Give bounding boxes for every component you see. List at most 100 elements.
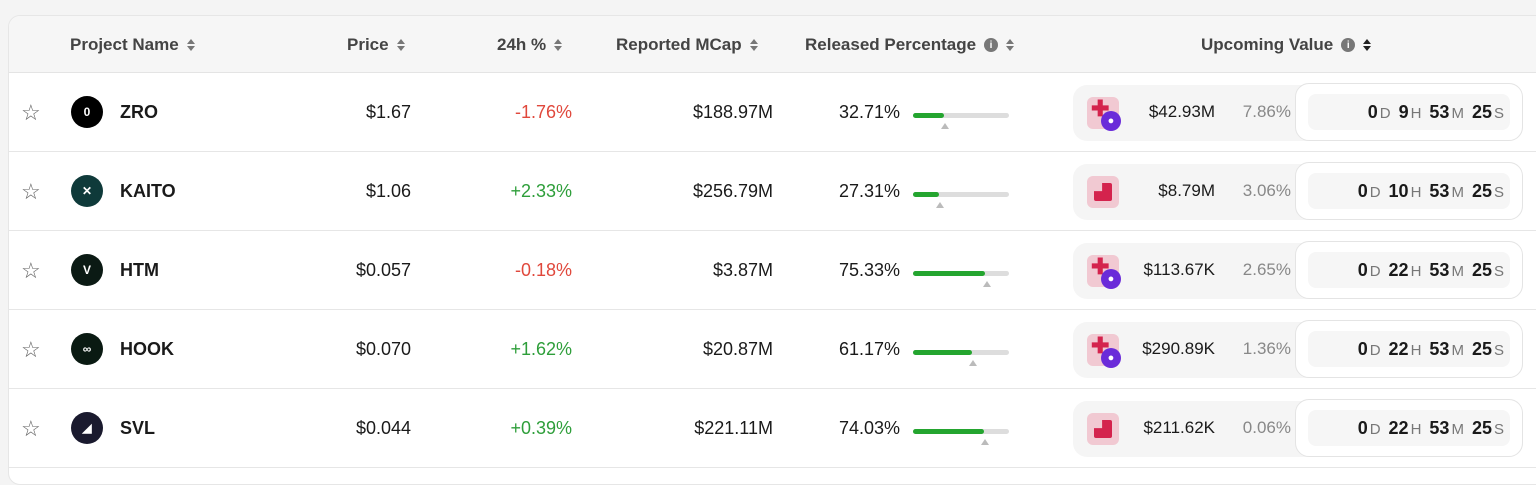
- progress-fill: [913, 113, 945, 118]
- countdown-hours: 22 H: [1388, 338, 1422, 359]
- countdown-hours: 10 H: [1388, 180, 1422, 201]
- countdown-minutes: 53 M: [1429, 417, 1464, 438]
- sort-project-name[interactable]: Project Name: [70, 35, 195, 55]
- progress-fill: [913, 192, 940, 197]
- reported-mcap: $20.87M: [702, 339, 773, 359]
- token-logo: V: [71, 254, 103, 286]
- countdown-minutes: 53 M: [1429, 259, 1464, 280]
- countdown-minutes: 53 M: [1429, 101, 1464, 122]
- info-icon[interactable]: i: [1341, 38, 1356, 52]
- sort-reported-mcap[interactable]: Reported MCap: [616, 35, 758, 55]
- released-percentage: 27.31%: [838, 181, 900, 201]
- header-label: Reported MCap: [616, 35, 742, 54]
- table-row[interactable]: ☆ ◢ SVL $0.044 +0.39% $221.11M 74.03% $2…: [9, 389, 1536, 468]
- reported-mcap: $188.97M: [692, 102, 773, 122]
- price: $1.06: [365, 181, 411, 201]
- upcoming-percentage: 0.06%: [1242, 418, 1291, 437]
- star-icon[interactable]: ☆: [21, 337, 41, 362]
- countdown-seconds: 25 S: [1471, 101, 1504, 122]
- project-name[interactable]: HOOK: [120, 339, 174, 359]
- header-label: Price: [347, 35, 389, 54]
- table-row[interactable]: ☆ ∞ HOOK $0.070 +1.62% $20.87M 61.17% ✚ ●…: [9, 310, 1536, 389]
- marker-triangle-icon: [982, 281, 991, 287]
- upcoming-percentage: 7.86%: [1242, 102, 1291, 121]
- sort-icon: [749, 39, 758, 51]
- project-name[interactable]: SVL: [120, 418, 156, 438]
- info-icon[interactable]: i: [984, 38, 999, 52]
- upcoming-percentage: 2.65%: [1242, 260, 1291, 279]
- upcoming-value: $290.89K: [1142, 339, 1215, 358]
- progress-fill: [913, 429, 985, 434]
- token-logo: ◢: [71, 412, 103, 444]
- star-icon[interactable]: ☆: [21, 100, 41, 125]
- released-percentage: 61.17%: [838, 339, 900, 359]
- released-percentage: 74.03%: [838, 418, 900, 438]
- released-progress-bar: [913, 113, 1009, 118]
- person-icon: ●: [1101, 348, 1121, 368]
- countdown-minutes: 53 M: [1429, 180, 1464, 201]
- sort-24h[interactable]: 24h %: [497, 35, 563, 55]
- price: $1.67: [365, 102, 411, 122]
- countdown-seconds: 25 S: [1471, 180, 1504, 201]
- sort-icon: [554, 39, 563, 51]
- upcoming-percentage: 3.06%: [1242, 181, 1291, 200]
- released-percentage: 32.71%: [838, 102, 900, 122]
- progress-fill: [913, 271, 986, 276]
- project-name[interactable]: HTM: [120, 260, 159, 280]
- upcoming-value: $42.93M: [1148, 102, 1215, 121]
- upcoming-percentage: 1.36%: [1242, 339, 1291, 358]
- star-icon[interactable]: ☆: [21, 258, 41, 283]
- table-header: Project Name Price 24h % Reported MCap R…: [9, 16, 1536, 73]
- header-label: 24h %: [497, 35, 547, 54]
- change-24h: -0.18%: [514, 260, 572, 280]
- reported-mcap: $221.11M: [694, 418, 773, 438]
- token-logo: 0: [71, 96, 103, 128]
- countdown-seconds: 25 S: [1471, 338, 1504, 359]
- marker-triangle-icon: [969, 360, 978, 366]
- project-name[interactable]: KAITO: [120, 181, 176, 201]
- price: $0.044: [355, 418, 411, 438]
- marker-triangle-icon: [981, 439, 989, 445]
- project-name[interactable]: ZRO: [120, 102, 158, 122]
- change-24h: +2.33%: [510, 181, 572, 201]
- unlock-type-icon: ✚ ●: [1087, 255, 1121, 289]
- upcoming-value: $8.79M: [1158, 181, 1215, 200]
- released-progress-bar: [913, 350, 1009, 355]
- sort-price[interactable]: Price: [347, 35, 405, 55]
- table-row[interactable]: ☆ ✕ KAITO $1.06 +2.33% $256.79M 27.31% $…: [9, 152, 1536, 231]
- change-24h: +0.39%: [510, 418, 572, 438]
- sort-released-percentage[interactable]: Released Percentage i: [805, 35, 1015, 55]
- released-percentage: 75.33%: [838, 260, 900, 280]
- change-24h: -1.76%: [514, 102, 572, 122]
- token-logo: ∞: [71, 333, 103, 365]
- table-row[interactable]: ☆ 0 ZRO $1.67 -1.76% $188.97M 32.71% ✚ ● …: [9, 73, 1536, 152]
- price: $0.070: [355, 339, 411, 359]
- star-icon[interactable]: ☆: [21, 179, 41, 204]
- header-label: Project Name: [70, 35, 179, 54]
- star-icon[interactable]: ☆: [21, 416, 41, 441]
- sort-upcoming-value[interactable]: Upcoming Value i: [1201, 35, 1372, 55]
- token-logo: ✕: [71, 175, 103, 207]
- released-progress-bar: [913, 271, 1009, 276]
- countdown-hours: 22 H: [1388, 417, 1422, 438]
- upcoming-value: $211.62K: [1143, 418, 1215, 437]
- table-row[interactable]: ☆ V HTM $0.057 -0.18% $3.87M 75.33% ✚ ● $…: [9, 231, 1536, 310]
- unlock-type-icon: [1087, 176, 1119, 208]
- sort-icon: [186, 39, 195, 51]
- change-24h: +1.62%: [510, 339, 572, 359]
- countdown-minutes: 53 M: [1429, 338, 1464, 359]
